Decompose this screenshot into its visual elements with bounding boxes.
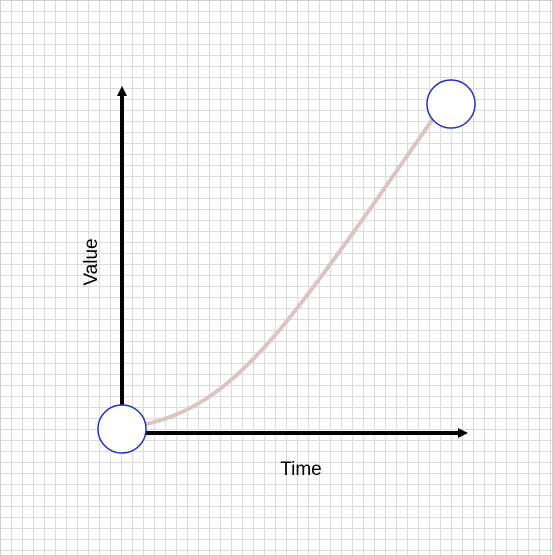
y-axis-label: Value [81, 238, 102, 285]
end-handle[interactable] [426, 79, 476, 129]
start-handle[interactable] [97, 404, 147, 454]
x-axis-label: Time [280, 459, 322, 480]
easing-curve [120, 117, 435, 430]
